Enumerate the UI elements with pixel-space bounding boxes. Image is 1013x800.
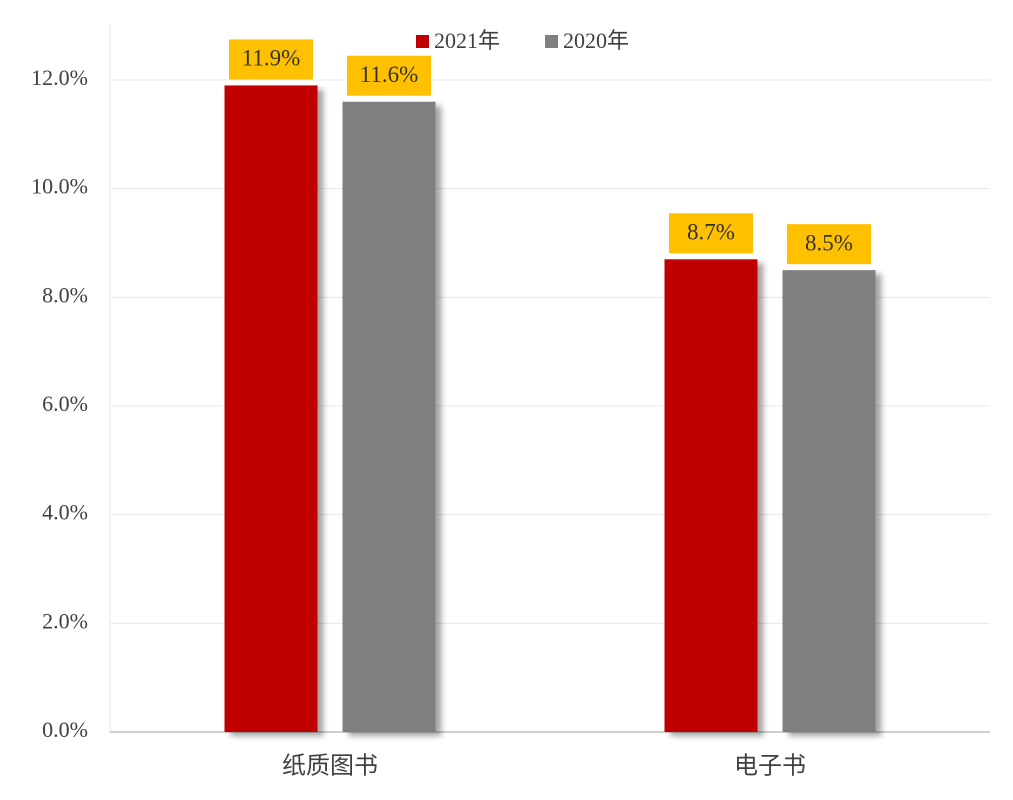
y-tick-label: 8.0% bbox=[42, 282, 88, 307]
y-tick-label: 4.0% bbox=[42, 500, 88, 525]
value-label: 8.5% bbox=[805, 230, 853, 255]
value-label: 11.9% bbox=[242, 46, 301, 71]
x-tick-label: 电子书 bbox=[734, 753, 806, 780]
bar bbox=[342, 101, 436, 732]
legend-label: 2021年 bbox=[434, 28, 500, 53]
value-label-box bbox=[229, 39, 313, 80]
bar bbox=[664, 259, 758, 732]
legend-swatch bbox=[545, 35, 558, 48]
value-label-box bbox=[347, 55, 431, 96]
value-label: 8.7% bbox=[687, 220, 735, 245]
y-tick-label: 12.0% bbox=[31, 65, 88, 90]
value-label-box bbox=[669, 213, 753, 254]
bar bbox=[224, 85, 318, 732]
y-tick-label: 10.0% bbox=[31, 174, 88, 199]
x-tick-label: 纸质图书 bbox=[282, 753, 378, 780]
legend-label: 2020年 bbox=[563, 28, 629, 53]
y-tick-label: 6.0% bbox=[42, 391, 88, 416]
bar bbox=[782, 270, 876, 732]
y-tick-label: 0.0% bbox=[42, 717, 88, 742]
legend-swatch bbox=[416, 35, 429, 48]
value-label-box bbox=[787, 224, 871, 265]
value-label: 11.6% bbox=[360, 62, 419, 87]
y-tick-label: 2.0% bbox=[42, 608, 88, 633]
